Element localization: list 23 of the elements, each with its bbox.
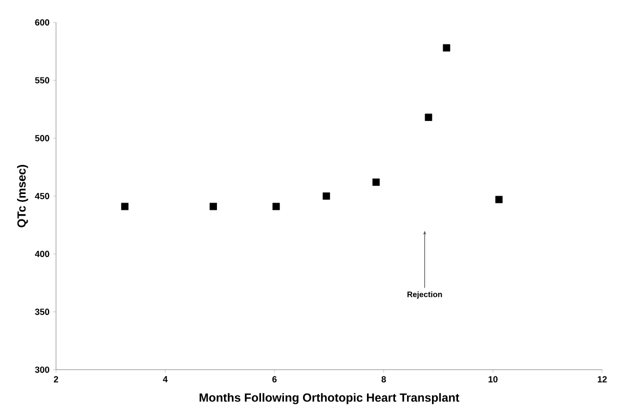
y-tick-label: 550 [35,77,50,84]
x-tick-label: 12 [598,376,607,382]
y-tick-label: 500 [35,134,50,142]
x-tick-label: 10 [488,376,498,382]
point [495,196,503,204]
y-tick-label: 400 [34,250,50,258]
x-tick-label: 2 [54,376,58,382]
point [272,202,280,210]
point [210,202,217,210]
point [322,192,330,200]
x-tick-label: 8 [382,376,386,382]
x-axis-title: Months Following Orthotopic Heart Transplant [200,393,460,404]
point [372,178,380,186]
y-tick-label: 450 [34,192,50,200]
y-tick-label: 300 [35,366,50,373]
x-tick-label: 6 [272,376,277,382]
point [121,202,128,210]
y-tick-label: 350 [35,308,50,315]
y-axis-title: QTc (msec) [17,164,28,228]
y-tick-label: 600 [35,19,50,26]
point [424,114,432,121]
x-tick-label: 4 [162,376,168,382]
point [442,44,450,52]
